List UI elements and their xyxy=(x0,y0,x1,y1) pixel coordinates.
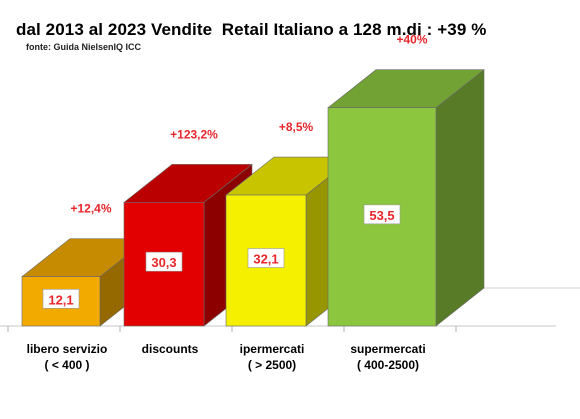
value-label: 12,1 xyxy=(48,292,73,307)
value-label-box xyxy=(247,248,285,268)
change-label: +8,5% xyxy=(279,120,314,134)
chart-title: dal 2013 al 2023 Vendite Retail Italiano… xyxy=(16,20,487,39)
category-sublabel: ( 400-2500) xyxy=(357,358,419,372)
value-label: 32,1 xyxy=(253,252,278,267)
chart-source: fonte: Guida NielsenIQ ICC xyxy=(26,42,142,52)
bars-group xyxy=(21,69,485,327)
value-label: 53,5 xyxy=(369,208,394,223)
category-label: libero servizio xyxy=(27,342,108,356)
category-sublabel: ( > 2500) xyxy=(248,358,296,372)
bar-side-face xyxy=(435,69,485,327)
category-sublabel: ( < 400 ) xyxy=(44,358,89,372)
change-label: +40% xyxy=(396,33,427,47)
change-label: +12,4% xyxy=(70,202,111,216)
bar-front-face xyxy=(21,276,101,327)
value-label: 30,3 xyxy=(151,255,176,270)
value-label-box xyxy=(42,289,80,309)
value-label-box xyxy=(363,204,401,225)
bar-4 xyxy=(327,69,485,327)
change-label: +123,2% xyxy=(170,127,218,141)
value-label-box xyxy=(145,251,183,272)
category-label: ipermercati xyxy=(240,342,305,356)
category-label: supermercati xyxy=(350,342,425,356)
category-label: discounts xyxy=(142,342,199,356)
labels-group: 12,1 +12,4% libero servizio ( < 400 ) 30,3 +1… xyxy=(27,33,428,372)
